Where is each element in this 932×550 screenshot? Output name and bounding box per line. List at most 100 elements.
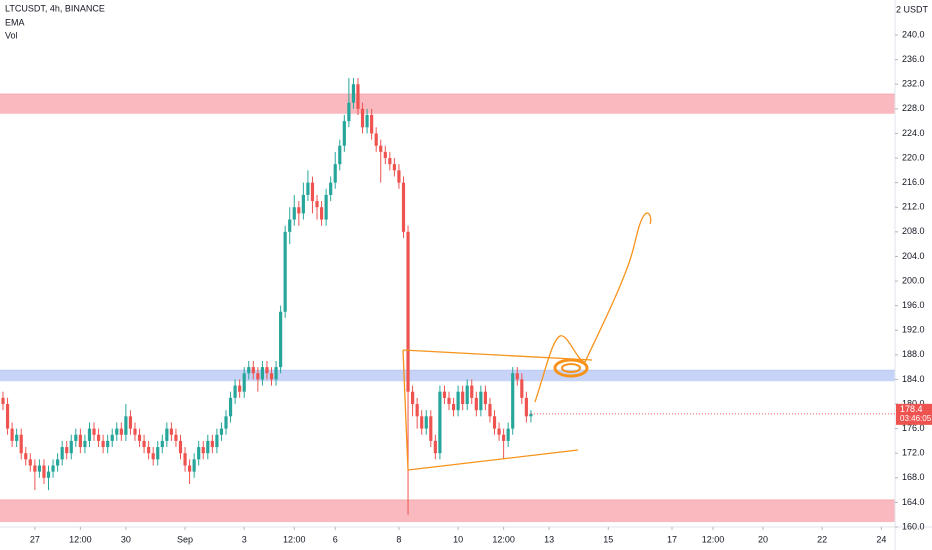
candle-body: [524, 397, 528, 417]
candle-body: [46, 471, 51, 478]
candle-body: [411, 391, 415, 405]
candle-body: [338, 145, 342, 165]
y-tick-label: 236.0: [902, 54, 925, 64]
candle-body: [197, 447, 201, 460]
candle-body: [15, 434, 19, 441]
y-tick-label: 228.0: [902, 103, 925, 113]
candle-body: [401, 182, 406, 232]
candle-body: [288, 219, 292, 232]
candle-body: [151, 453, 155, 460]
price-zone: [0, 499, 895, 523]
chart-title: LTCUSDT, 4h, BINANCE: [5, 3, 105, 13]
x-tick-label: 24: [876, 534, 886, 544]
breakout-circle: [553, 358, 589, 378]
candle-body: [474, 397, 478, 411]
candle-body: [470, 385, 474, 398]
axes: 160.0 164.0 168.0 172.0 176.0 180.0 184.0 188.0…: [30, 29, 932, 544]
candle-body: [310, 182, 315, 202]
candle-body: [333, 164, 337, 183]
y-tick-label: 184.0: [902, 374, 925, 384]
candle-body: [37, 465, 42, 472]
candle-body: [488, 404, 492, 417]
candle-body: [87, 428, 92, 441]
candle-body: [24, 453, 28, 460]
y-tick-label: 168.0: [902, 472, 925, 482]
candle-body: [10, 428, 14, 441]
indicator-label: Vol: [5, 30, 18, 40]
candle-body: [83, 440, 87, 448]
candle-body: [215, 434, 219, 448]
candle-body: [429, 416, 433, 441]
candle-body: [479, 391, 483, 411]
price-zone: [0, 94, 895, 114]
candle-body: [133, 428, 137, 435]
y-tick-label: 220.0: [902, 152, 925, 162]
y-tick-label: 212.0: [902, 202, 925, 212]
candle-body: [78, 434, 82, 448]
candle-body: [165, 428, 169, 441]
candle-body: [379, 145, 383, 152]
candle-body: [169, 428, 173, 435]
x-tick-label: 6: [333, 534, 338, 544]
candle-body: [201, 447, 205, 454]
candle-body: [219, 428, 224, 435]
candle-body: [315, 201, 319, 208]
candle-body: [128, 416, 133, 429]
candle-body: [5, 404, 10, 429]
candle-body: [251, 367, 255, 374]
y-tick-label: 200.0: [902, 275, 925, 285]
currency-label: 2 USDT: [896, 4, 929, 14]
candle-body: [492, 416, 497, 429]
candle-body: [124, 416, 128, 435]
x-tick-label: 12:00: [283, 534, 306, 544]
y-tick-label: 240.0: [902, 29, 925, 39]
last-price-box: [896, 403, 932, 425]
candle-body: [188, 465, 192, 472]
candle-body: [406, 231, 410, 392]
candle-body: [360, 108, 365, 128]
y-tick-label: 196.0: [902, 300, 925, 310]
candle-body: [106, 440, 110, 448]
x-tick-label: 27: [30, 534, 40, 544]
candle-body: [301, 194, 305, 214]
x-tick-label: 20: [758, 534, 768, 544]
candle-body: [456, 391, 460, 411]
x-tick-label: 12:00: [702, 534, 725, 544]
y-tick-label: 164.0: [902, 497, 925, 507]
candle-body: [497, 428, 501, 435]
candle-body: [247, 367, 251, 374]
triangle-upper: [402, 349, 593, 361]
y-tick-label: 208.0: [902, 226, 925, 236]
y-tick-label: 192.0: [902, 325, 925, 335]
candle-body: [260, 367, 265, 380]
x-tick-label: 13: [544, 534, 554, 544]
candle-body: [147, 447, 151, 454]
candle-body: [56, 459, 60, 466]
y-tick-label: 172.0: [902, 448, 925, 458]
candle-body: [461, 391, 465, 405]
x-tick-label: 17: [667, 534, 677, 544]
y-tick-label: 216.0: [902, 177, 925, 187]
candle-body: [65, 447, 69, 454]
candle-body: [233, 385, 237, 398]
triangle-lower: [407, 449, 579, 471]
candle-body: [420, 416, 424, 429]
candle-body: [160, 440, 164, 448]
countdown-label: 03:46:05: [900, 414, 932, 423]
candle-body: [69, 440, 73, 454]
candle-body: [515, 373, 519, 380]
candle-body: [356, 84, 360, 109]
candle-body: [96, 434, 101, 441]
candle-body: [483, 391, 488, 405]
candle-body: [178, 440, 183, 454]
x-tick-label: 22: [817, 534, 827, 544]
candle-body: [351, 84, 356, 103]
projection-arrow: [534, 212, 652, 403]
x-tick-label: 8: [396, 534, 401, 544]
candle-body: [274, 367, 278, 380]
y-tick-label: 224.0: [902, 128, 925, 138]
candle-body: [92, 428, 96, 435]
candle-body: [374, 133, 378, 146]
candle-body: [256, 373, 260, 380]
